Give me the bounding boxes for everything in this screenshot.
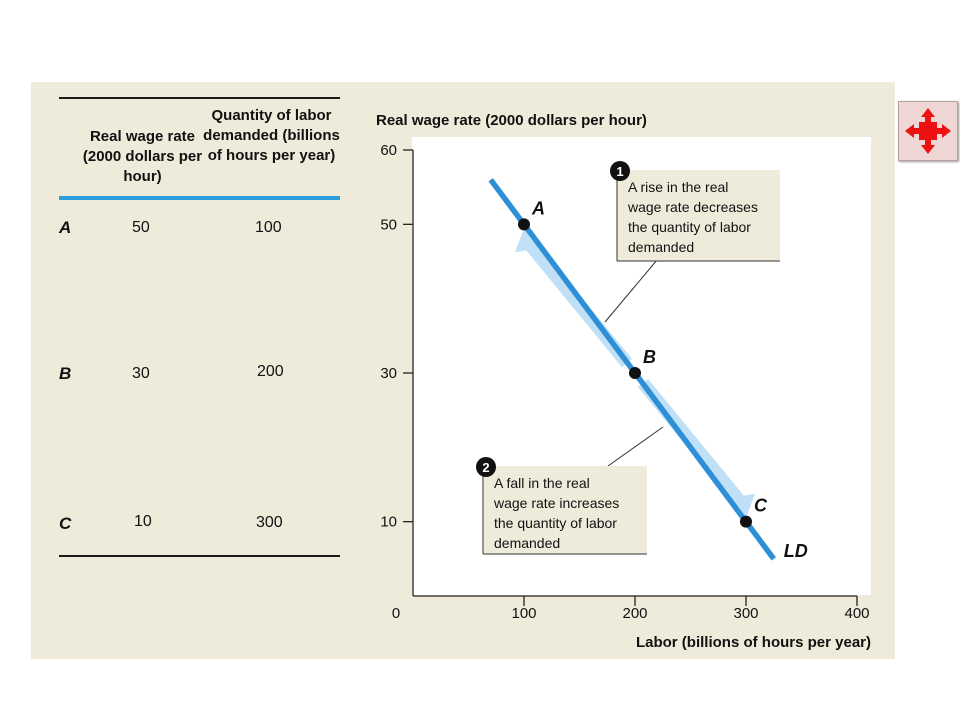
table-header-wage: Real wage rate (2000 dollars per hour) — [82, 128, 203, 185]
table-top-rule — [59, 97, 340, 99]
row-c-wage: 10 — [134, 513, 152, 530]
table-header-rule — [59, 196, 340, 200]
y-axis-label: Real wage rate (2000 dollars per hour) — [376, 112, 647, 129]
point-label-c: C — [754, 496, 768, 516]
point-label-b: B — [643, 347, 656, 367]
annotation-text-line: demanded — [494, 535, 560, 551]
point-c — [740, 515, 752, 528]
x-tick-label: 400 — [844, 605, 869, 622]
annotation-leader — [604, 259, 658, 323]
row-a-label: A — [59, 218, 72, 237]
annotation-number-badge — [476, 457, 496, 477]
annotation-text-line: the quantity of labor — [628, 219, 751, 235]
row-a-wage: 50 — [132, 219, 150, 236]
x-tick-label: 100 — [511, 605, 536, 622]
x-tick-label: 200 — [622, 605, 647, 622]
annotation-text-line: the quantity of labor — [494, 515, 617, 531]
annotation-number-badge — [610, 161, 630, 181]
point-label-a: A — [531, 198, 545, 218]
y-tick-label: 10 — [380, 514, 397, 531]
row-b-wage: 30 — [132, 365, 150, 382]
point-a — [518, 218, 530, 231]
x-tick-label: 300 — [733, 605, 758, 622]
annotation-leader — [607, 426, 664, 467]
fall-arrow-head — [733, 493, 755, 518]
row-b-labor: 200 — [257, 363, 284, 380]
row-b-label: B — [59, 364, 72, 383]
annotation-text-line: wage rate decreases — [627, 199, 758, 215]
x-axis-label: Labor (billions of hours per year) — [636, 634, 871, 651]
ld-curve-label: LD — [784, 541, 808, 561]
annotation-text-line: A rise in the real — [628, 179, 728, 195]
table-bottom-rule — [59, 555, 340, 557]
annotation-box — [483, 466, 647, 554]
x-tick-label: 0 — [392, 605, 400, 622]
row-a-labor: 100 — [255, 219, 282, 236]
annotation-text-line: demanded — [628, 239, 694, 255]
expand-arrows-icon[interactable] — [898, 101, 958, 161]
rise-arrow-head — [515, 228, 537, 253]
y-tick-label: 50 — [380, 216, 397, 233]
point-b — [629, 367, 641, 379]
row-c-labor: 300 — [256, 514, 283, 531]
annotation-box — [617, 170, 780, 261]
annotation-number: 2 — [482, 460, 489, 475]
y-tick-label: 30 — [380, 365, 397, 382]
y-tick-label: 60 — [380, 142, 397, 159]
row-c-label: C — [59, 514, 72, 533]
annotation-number: 1 — [616, 164, 623, 179]
table-header-labor: Quantity of labor demanded (billions of … — [203, 107, 340, 164]
annotation-text-line: A fall in the real — [494, 475, 590, 491]
annotation-text-line: wage rate increases — [493, 495, 619, 511]
